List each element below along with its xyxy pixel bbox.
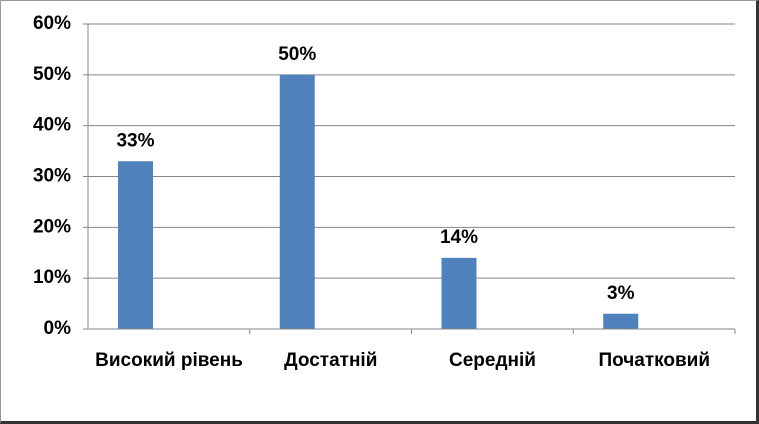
value-label: 33% [116,130,154,151]
bar [603,313,639,329]
y-tick-label: 60% [33,13,71,34]
bar [118,161,153,329]
y-tick-label: 50% [33,64,71,85]
value-label: 3% [607,283,635,304]
x-tick-label: Початковий [598,350,711,371]
y-tick-label: 40% [33,115,71,136]
y-tick-label: 20% [33,216,71,237]
x-tick-label: Середній [449,350,536,371]
value-label: 50% [278,44,316,65]
bar [441,257,477,329]
y-tick-label: 10% [33,267,71,288]
y-tick-label: 30% [33,166,71,187]
bar [279,74,315,329]
x-tick-label: Високий рівень [95,350,243,371]
y-tick-label: 0% [44,318,72,339]
x-tick-label: Достатній [284,350,378,371]
value-label: 14% [440,227,478,248]
